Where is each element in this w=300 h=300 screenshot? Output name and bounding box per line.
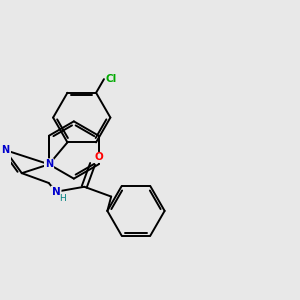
Text: Cl: Cl: [105, 74, 117, 84]
Text: N: N: [45, 159, 53, 169]
Text: O: O: [94, 152, 103, 163]
Text: N: N: [1, 145, 9, 155]
Text: N: N: [52, 187, 60, 197]
Text: H: H: [59, 194, 66, 202]
